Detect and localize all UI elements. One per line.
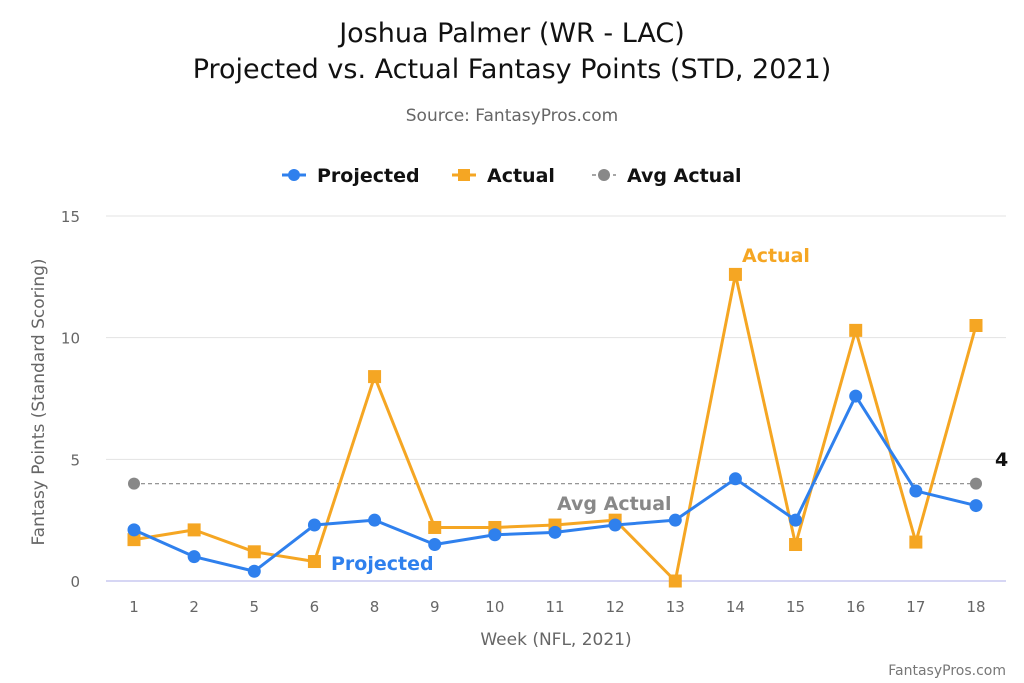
credit-text: FantasyPros.com	[888, 663, 1006, 679]
x-tick-label: 6	[310, 598, 320, 616]
actual-point[interactable]	[247, 545, 261, 559]
projected-point[interactable]	[428, 538, 442, 551]
projected-point[interactable]	[969, 499, 983, 513]
y-tick-label: 5	[70, 451, 80, 469]
x-tick-label: 12	[606, 598, 625, 616]
x-tick-label: 8	[370, 598, 380, 616]
x-tick-label: 13	[666, 598, 685, 616]
x-tick-label: 2	[189, 598, 199, 616]
projected-point[interactable]	[789, 513, 803, 527]
x-tick-label: 11	[545, 598, 564, 616]
annotation-avg-actual: Avg Actual	[557, 493, 672, 515]
chart-title-line-2: Projected vs. Actual Fantasy Points (STD…	[193, 54, 832, 85]
y-tick-label: 10	[61, 330, 80, 348]
actual-series	[127, 267, 983, 588]
annotation-actual: Actual	[742, 245, 810, 267]
annotation-avg-value: 4	[995, 449, 1008, 471]
grid-lines	[106, 215, 1006, 582]
legend-item-avg-actual[interactable]: Avg Actual	[592, 165, 742, 187]
legend: Projected Actual Avg Actual	[282, 165, 742, 187]
projected-point[interactable]	[548, 525, 562, 539]
x-tick-label: 16	[846, 598, 865, 616]
x-axis-title: Week (NFL, 2021)	[480, 630, 631, 650]
projected-point[interactable]	[849, 389, 863, 403]
legend-item-projected[interactable]: Projected	[282, 165, 420, 187]
legend-actual-label: Actual	[487, 165, 555, 187]
projected-point[interactable]	[909, 484, 923, 498]
actual-point[interactable]	[187, 523, 201, 537]
annotation-projected: Projected	[331, 553, 434, 575]
x-tick-label: 14	[726, 598, 745, 616]
x-tick-label: 5	[250, 598, 260, 616]
y-axis-ticks: 0 5 10 15	[61, 208, 80, 591]
projected-point[interactable]	[247, 564, 261, 578]
projected-point[interactable]	[488, 528, 502, 542]
x-axis-ticks: 1 2 5 6 8 9 10 11 12 13 14 15 16 17 18	[129, 598, 985, 616]
avg-actual-series	[128, 477, 982, 490]
actual-point[interactable]	[307, 555, 321, 569]
x-tick-label: 17	[906, 598, 925, 616]
projected-point[interactable]	[307, 518, 321, 532]
y-axis-title: Fantasy Points (Standard Scoring)	[29, 258, 49, 545]
actual-point[interactable]	[668, 574, 682, 588]
actual-point[interactable]	[368, 370, 382, 384]
y-tick-label: 15	[61, 208, 80, 226]
actual-point[interactable]	[428, 520, 442, 534]
legend-avg-label: Avg Actual	[627, 165, 742, 187]
legend-projected-marker	[288, 169, 300, 181]
y-tick-label: 0	[70, 573, 80, 591]
chart-subtitle: Source: FantasyPros.com	[406, 106, 618, 126]
x-tick-label: 9	[430, 598, 440, 616]
actual-point[interactable]	[909, 535, 923, 549]
legend-projected-label: Projected	[317, 165, 420, 187]
actual-point[interactable]	[789, 538, 803, 551]
legend-avg-marker	[598, 169, 610, 181]
projected-point[interactable]	[728, 472, 742, 486]
projected-point[interactable]	[608, 518, 622, 532]
avg-actual-point[interactable]	[128, 477, 140, 490]
chart-title-line-1: Joshua Palmer (WR - LAC)	[337, 18, 685, 49]
projected-series	[127, 389, 983, 578]
projected-point[interactable]	[187, 550, 201, 564]
legend-actual-marker	[458, 169, 470, 181]
avg-actual-point[interactable]	[970, 477, 982, 490]
actual-point[interactable]	[728, 267, 742, 281]
x-tick-label: 1	[129, 598, 139, 616]
actual-point[interactable]	[969, 319, 983, 332]
actual-point[interactable]	[127, 533, 141, 547]
legend-item-actual[interactable]: Actual	[452, 165, 555, 187]
actual-point[interactable]	[849, 323, 863, 337]
x-tick-label: 18	[966, 598, 985, 616]
projected-point[interactable]	[368, 513, 382, 527]
projected-point[interactable]	[127, 523, 141, 537]
x-tick-label: 15	[786, 598, 805, 616]
projected-point[interactable]	[668, 513, 682, 527]
x-tick-label: 10	[485, 598, 504, 616]
